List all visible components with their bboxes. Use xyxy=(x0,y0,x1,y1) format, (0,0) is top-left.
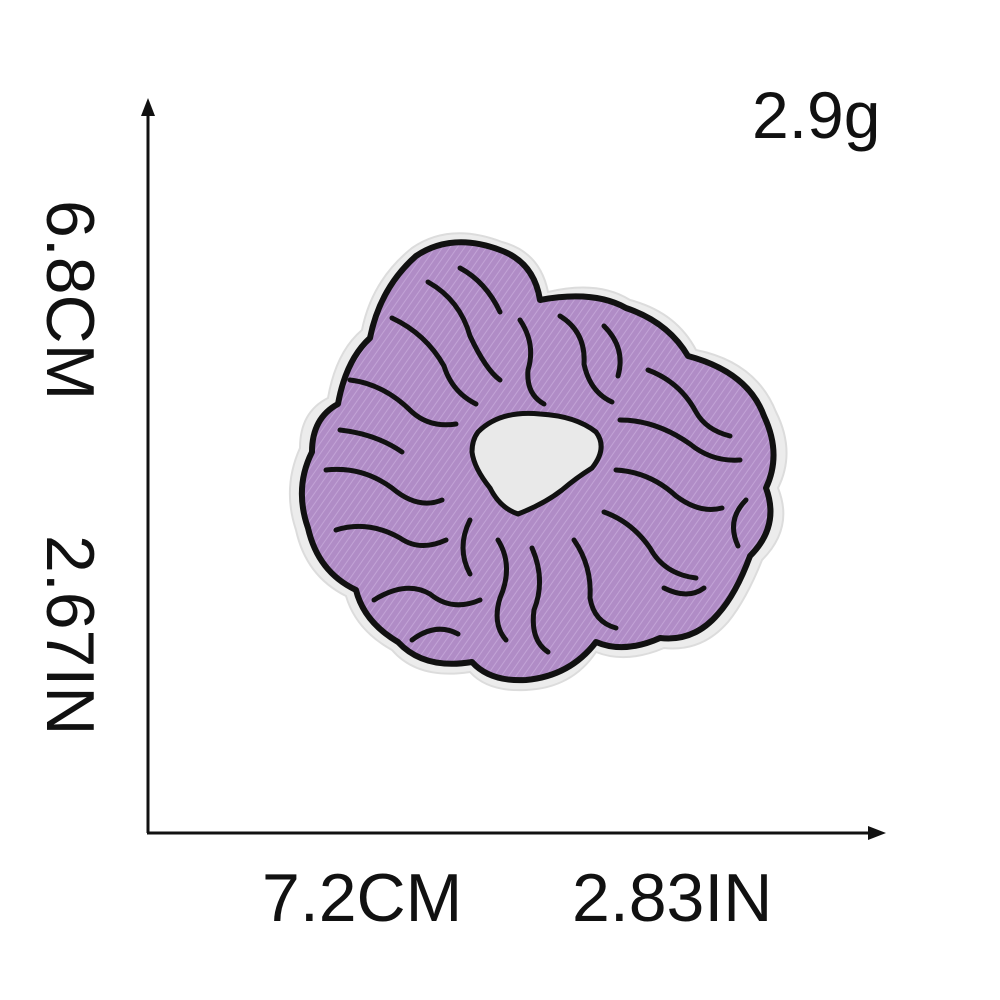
horizontal-axis-arrowhead xyxy=(868,826,886,840)
height-in-label: 2.67IN xyxy=(32,535,108,736)
width-in-label: 2.83IN xyxy=(572,860,773,936)
width-cm-label: 7.2CM xyxy=(262,860,463,936)
weight-label: 2.9g xyxy=(752,78,881,152)
scrunchie-hole xyxy=(469,410,604,517)
vertical-axis-arrowhead xyxy=(141,98,155,116)
fabric-fold-lines xyxy=(323,265,749,655)
height-cm-label: 6.8CM xyxy=(32,200,108,401)
